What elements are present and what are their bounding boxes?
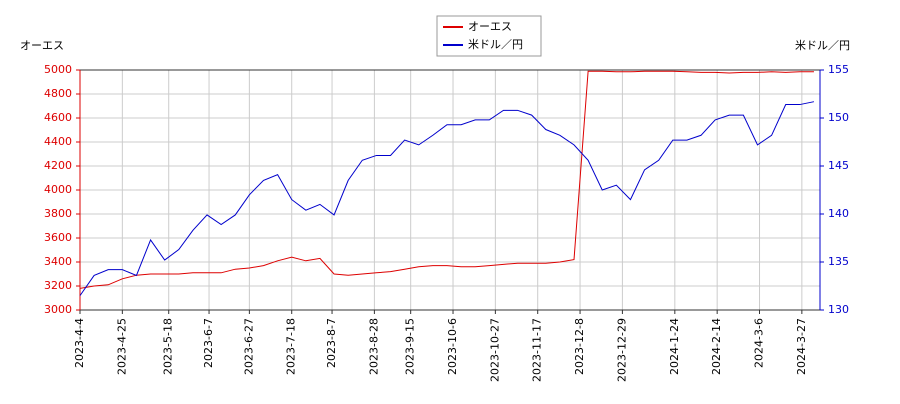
y-tick-label: 4000 [44,183,72,196]
y2-tick-label: 130 [828,303,849,316]
y2-tick-label: 150 [828,111,849,124]
x-tick-label: 2023-11-17 [531,318,544,382]
y2-tick-label: 145 [828,159,849,172]
y-tick-label: 3800 [44,207,72,220]
x-tick-label: 2023-10-27 [488,318,501,382]
x-tick-label: 2023-4-25 [115,318,128,375]
y2-axis-label: 米ドル／円 [795,39,850,52]
y-tick-label: 3600 [44,231,72,244]
x-tick-label: 2023-12-29 [615,318,628,382]
y-tick-label: 3200 [44,279,72,292]
x-tick-label: 2023-8-28 [367,318,380,375]
x-tick-label: 2023-10-6 [446,318,459,375]
y-tick-label: 5000 [44,63,72,76]
series-line [79,70,814,289]
y2-tick-label: 140 [828,207,849,220]
legend-label: オーエス [468,20,512,33]
y2-tick-label: 155 [828,63,849,76]
y-axis-label: オーエス [20,39,64,52]
y-tick-label: 3400 [44,255,72,268]
y-tick-label: 4600 [44,111,72,124]
x-tick-label: 2024-2-14 [710,318,723,375]
y-tick-label: 4400 [44,135,72,148]
x-tick-label: 2023-6-27 [242,318,255,375]
x-tick-label: 2024-1-24 [668,318,681,375]
x-tick-label: 2024-3-27 [795,318,808,375]
y-tick-label: 4200 [44,159,72,172]
x-tick-label: 2023-5-18 [162,318,175,375]
legend-box [436,15,542,57]
x-tick-label: 2023-8-7 [325,318,338,368]
x-tick-label: 2023-4-4 [73,318,86,368]
x-tick-label: 2023-9-15 [404,318,417,375]
legend-label: 米ドル／円 [468,38,523,51]
x-tick-label: 2023-6-7 [202,318,215,368]
x-tick-label: 2023-12-8 [573,318,586,375]
y-tick-label: 3000 [44,303,72,316]
y-tick-label: 4800 [44,87,72,100]
series-line [79,101,815,296]
x-tick-label: 2024-3-6 [753,318,766,368]
x-tick-label: 2023-7-18 [285,318,298,375]
y2-tick-label: 135 [828,255,849,268]
